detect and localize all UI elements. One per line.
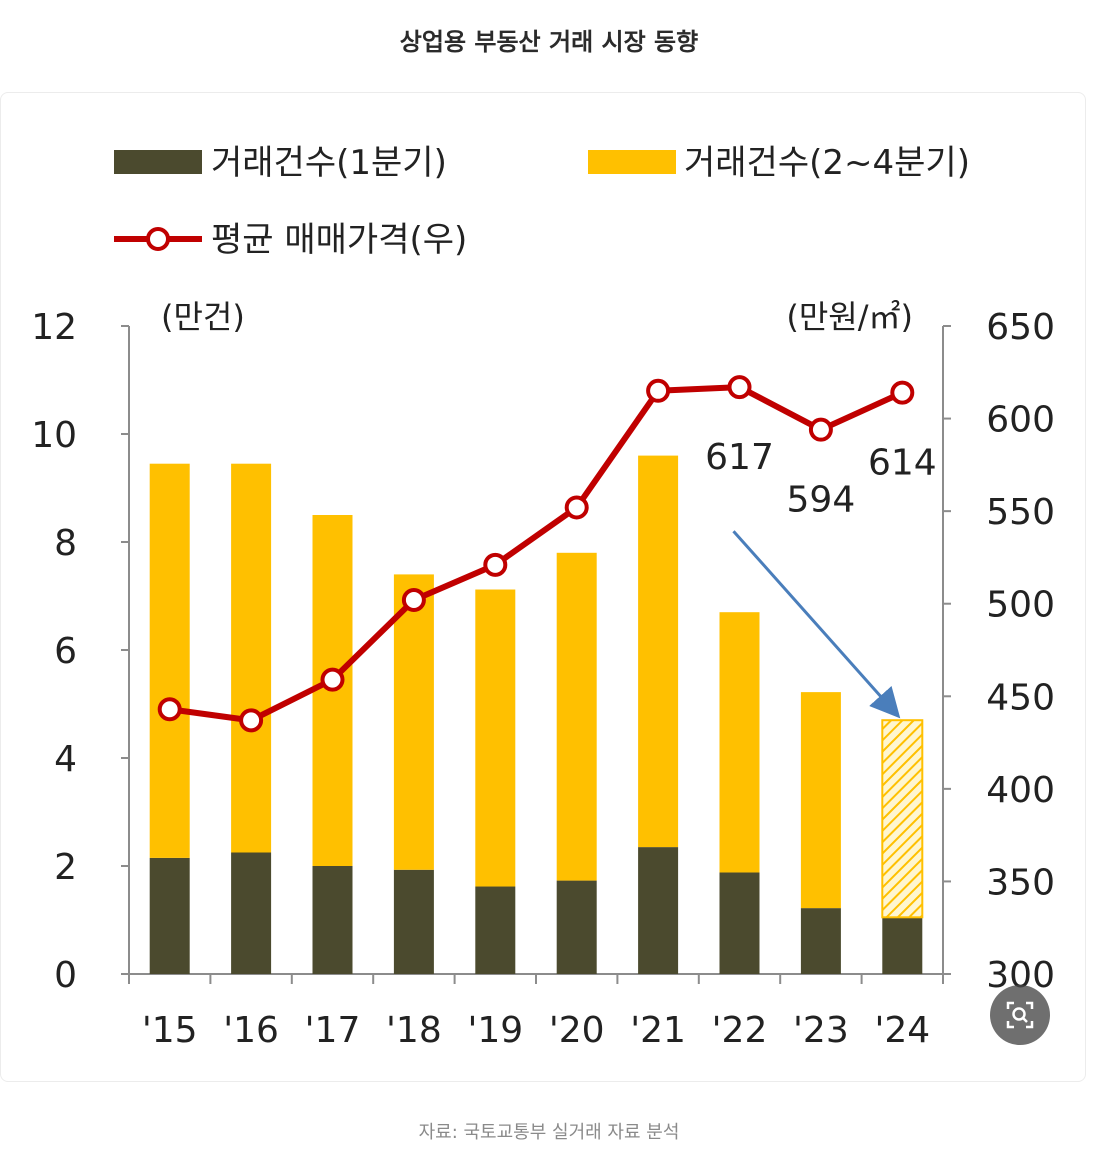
price-point: [808, 417, 833, 442]
left-axis-tick-label: 4: [54, 739, 77, 780]
bar-q1: [149, 857, 190, 974]
price-point: [890, 380, 915, 405]
bars: [149, 455, 924, 974]
price-data-label: 614: [868, 443, 937, 484]
bar-q2-4: [800, 692, 841, 909]
bar-q2-4: [231, 463, 272, 853]
right-axis-tick-label: 400: [986, 770, 1055, 811]
bar-q2-4: [719, 612, 760, 873]
price-point: [239, 708, 264, 733]
right-axis-tick-label: 450: [986, 677, 1055, 718]
page-title: 상업용 부동산 거래 시장 동향: [399, 28, 699, 56]
zoom-button[interactable]: [990, 985, 1050, 1045]
price-point: [401, 588, 426, 613]
legend-marker-line: [146, 227, 170, 251]
x-axis-tick-label: '18: [386, 1010, 442, 1051]
left-axis-tick-label: 12: [31, 307, 77, 348]
left-axis-tick-label: 10: [31, 415, 77, 456]
bar-q1: [882, 917, 923, 974]
bar-q2-4: [556, 552, 597, 881]
bar-q2-4-projected: [881, 719, 924, 919]
price-point: [564, 495, 589, 520]
trend-arrow-annotation: [732, 530, 901, 719]
legend-swatch-q1: [114, 150, 202, 174]
zoom-search-icon: [1006, 1001, 1034, 1029]
left-axis-tick-label: 0: [54, 955, 77, 996]
x-axis-tick-label: '15: [142, 1010, 198, 1051]
legend-label-q1: 거래건수(1분기): [211, 143, 447, 183]
left-axis-tick-label: 6: [54, 631, 77, 672]
legend-swatch-q24: [588, 150, 676, 174]
right-axis-tick-label: 650: [986, 307, 1055, 348]
left-axis-tick-label: 2: [54, 847, 77, 888]
legend-label-line: 평균 매매가격(우): [211, 220, 467, 260]
bar-q1: [800, 908, 841, 974]
price-line-path: [169, 384, 904, 724]
price-point: [646, 378, 671, 403]
bar-q1: [719, 872, 760, 974]
price-line: [157, 375, 915, 733]
bar-q2-4: [475, 589, 516, 887]
price-point: [727, 375, 752, 400]
bar-q1: [393, 869, 434, 974]
x-axis-tick-label: '17: [305, 1010, 361, 1051]
right-axis-tick-label: 500: [986, 585, 1055, 626]
x-axis-tick-label: '23: [793, 1010, 849, 1051]
bar-q2-4: [638, 455, 679, 848]
bar-q1: [231, 852, 272, 974]
x-axis-tick-label: '20: [549, 1010, 605, 1051]
left-axis-unit: (만건): [161, 298, 245, 336]
price-point: [483, 552, 508, 577]
chart: 거래건수(1분기) 거래건수(2~4분기) 평균 매매가격(우) (만건) (만…: [31, 143, 1055, 1051]
bar-q1: [312, 866, 353, 974]
legend-label-q24: 거래건수(2~4분기): [684, 143, 970, 183]
right-axis-tick-label: 600: [986, 400, 1055, 441]
bar-q1: [475, 886, 516, 974]
x-axis-tick-label: '21: [630, 1010, 686, 1051]
source-note: 자료: 국토교통부 실거래 자료 분석: [418, 1122, 680, 1143]
right-axis-unit: (만원/㎡): [786, 298, 913, 336]
x-axis-tick-label: '19: [467, 1010, 523, 1051]
point-labels: 617 594 614: [705, 437, 937, 521]
x-axis-tick-label: '24: [874, 1010, 930, 1051]
x-axis-tick-label: '16: [223, 1010, 279, 1051]
price-data-label: 617: [705, 437, 774, 478]
trend-arrow: [732, 530, 901, 719]
price-point: [320, 667, 345, 692]
bar-q1: [638, 847, 679, 974]
price-point: [157, 697, 182, 722]
right-axis-tick-label: 350: [986, 862, 1055, 903]
price-data-label: 594: [787, 480, 856, 521]
right-axis-tick-label: 550: [986, 492, 1055, 533]
left-axis-tick-label: 8: [54, 523, 77, 564]
x-axis-tick-label: '22: [712, 1010, 768, 1051]
bar-q2-4: [149, 463, 190, 858]
bar-q2-4: [393, 574, 434, 870]
chart-card: 거래건수(1분기) 거래건수(2~4분기) 평균 매매가격(우) (만건) (만…: [0, 92, 1086, 1082]
bar-q1: [556, 880, 597, 974]
